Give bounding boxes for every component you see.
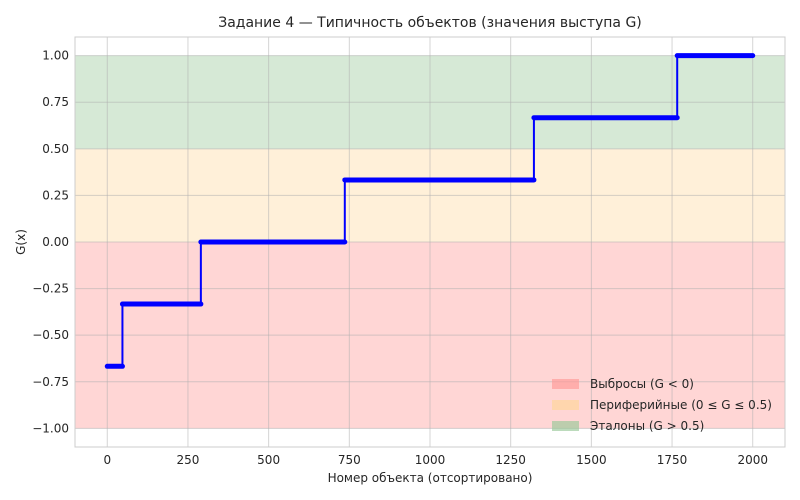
legend-label-1: Периферийные (0 ≤ G ≤ 0.5) xyxy=(590,398,772,412)
series-line xyxy=(107,54,753,368)
legend-swatch-0 xyxy=(552,379,579,389)
x-tick-label: 1250 xyxy=(495,453,526,467)
x-tick-label: 500 xyxy=(257,453,280,467)
y-tick-label: 0.75 xyxy=(42,95,69,109)
x-tick-label: 1000 xyxy=(415,453,446,467)
x-tick-label: 2000 xyxy=(737,453,768,467)
y-tick-label: −0.50 xyxy=(32,328,69,342)
y-tick-label: 0.25 xyxy=(42,188,69,202)
legend-swatch-1 xyxy=(552,400,579,410)
legend-label-0: Выбросы (G < 0) xyxy=(590,377,694,391)
y-tick-label: 0.00 xyxy=(42,235,69,249)
legend-label-2: Эталоны (G > 0.5) xyxy=(590,419,704,433)
y-tick-label: −0.75 xyxy=(32,375,69,389)
x-tick-labels: 0 250 500 750 1000 1250 1500 1750 2000 xyxy=(103,453,768,467)
y-axis-label: G(x) xyxy=(14,229,28,255)
x-tick-label: 0 xyxy=(103,453,111,467)
legend: Выбросы (G < 0) Периферийные (0 ≤ G ≤ 0.5… xyxy=(552,377,772,433)
x-tick-label: 750 xyxy=(338,453,361,467)
x-tick-label: 1750 xyxy=(657,453,688,467)
plot-frame xyxy=(74,36,786,448)
y-tick-labels: −1.00 −0.75 −0.50 −0.25 0.00 0.25 0.50 0.75 1.00 xyxy=(32,49,69,436)
y-tick-label: 0.50 xyxy=(42,142,69,156)
series-layer xyxy=(104,53,756,369)
chart-title: Задание 4 — Типичность объектов (значени… xyxy=(218,15,642,31)
y-tick-label: 1.00 xyxy=(42,49,69,63)
x-tick-label: 250 xyxy=(177,453,200,467)
y-tick-label: −1.00 xyxy=(32,421,69,435)
x-tick-label: 1500 xyxy=(576,453,607,467)
x-axis-label: Номер объекта (отсортировано) xyxy=(328,471,533,485)
y-tick-label: −0.25 xyxy=(32,282,69,296)
legend-swatch-2 xyxy=(552,421,579,431)
grid-layer xyxy=(75,37,785,447)
